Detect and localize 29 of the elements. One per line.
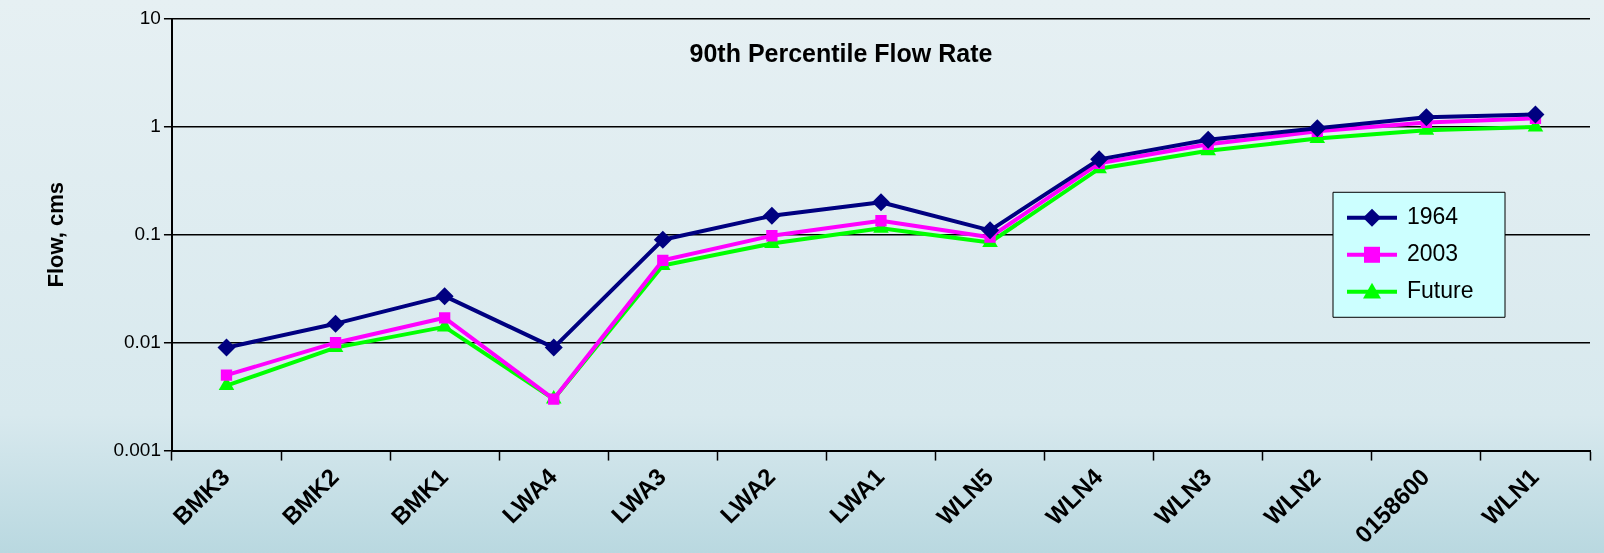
point <box>871 193 890 212</box>
point <box>1417 108 1436 127</box>
legend-label: Future <box>1407 277 1474 304</box>
point <box>435 287 454 306</box>
point <box>762 206 781 225</box>
y-axis-title: Flow, cms <box>43 182 69 288</box>
point <box>1308 119 1327 138</box>
point <box>217 338 236 357</box>
y-tick-label: 0.001 <box>113 438 161 460</box>
point <box>329 337 342 349</box>
text: 90th Percentile Flow Rate <box>689 38 993 67</box>
legend-label: 1964 <box>1407 203 1459 230</box>
point <box>544 338 563 357</box>
point <box>1090 150 1109 169</box>
point <box>1199 130 1218 149</box>
legend-label: 2003 <box>1407 240 1459 267</box>
point <box>220 369 233 381</box>
point <box>653 230 672 249</box>
y-tick-label: 10 <box>139 7 161 29</box>
point <box>875 215 887 227</box>
point <box>1526 105 1545 124</box>
point <box>657 254 669 266</box>
y-tick-label: 1 <box>150 115 161 137</box>
point <box>766 230 778 242</box>
y-tick-label: 0.01 <box>123 330 161 352</box>
point <box>326 314 345 333</box>
point <box>438 312 451 324</box>
point <box>981 221 1000 240</box>
y-tick-label: 0.1 <box>134 223 161 245</box>
